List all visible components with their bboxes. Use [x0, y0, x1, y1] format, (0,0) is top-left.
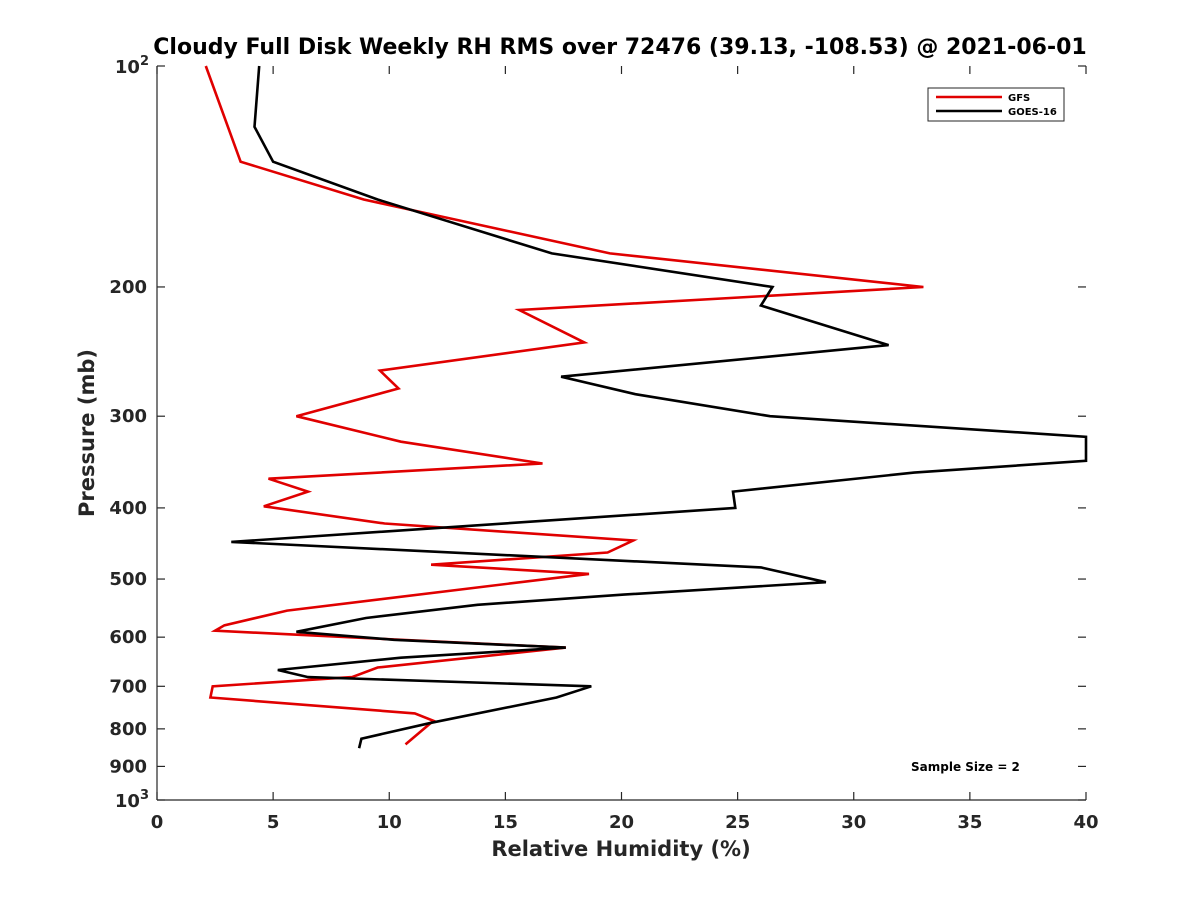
x-tick-label: 15	[493, 812, 518, 833]
y-axis-title: Pressure (mb)	[75, 349, 99, 517]
x-tick-label: 35	[957, 812, 982, 833]
series-layer	[204, 65, 1088, 749]
x-tick-label: 10	[377, 812, 402, 833]
legend: GFS GOES-16	[927, 87, 1065, 122]
y-tick-label: 600	[109, 627, 147, 648]
legend-label: GFS	[1008, 93, 1030, 104]
plot-area	[157, 66, 1086, 800]
x-tick-label: 30	[841, 812, 866, 833]
sample-size-annotation: Sample Size = 2	[911, 760, 1020, 774]
x-axis-title: Relative Humidity (%)	[491, 837, 750, 861]
x-tick-label: 25	[725, 812, 750, 833]
y-tick-label: 102	[115, 54, 149, 78]
x-tick-label: 20	[609, 812, 634, 833]
y-tick-label: 300	[109, 406, 147, 427]
y-tick-label: 200	[109, 277, 147, 298]
legend-box	[927, 87, 1065, 122]
y-tick-label: 400	[109, 498, 147, 519]
x-tick-label: 0	[151, 812, 164, 833]
x-tick-label: 5	[267, 812, 280, 833]
series-line-gfs	[204, 65, 924, 746]
y-ticks: 102 200 300 400 500 600 700 800 900 103	[109, 54, 1086, 812]
y-tick-label: 500	[109, 569, 147, 590]
chart-title: Cloudy Full Disk Weekly RH RMS over 7247…	[153, 35, 1086, 60]
y-tick-label: 103	[115, 788, 149, 812]
x-ticks: 0 5 10 15 20 25 30 35 40	[151, 66, 1099, 833]
y-tick-label: 800	[109, 719, 147, 740]
y-tick-label: 900	[109, 756, 147, 777]
y-tick-label: 700	[109, 676, 147, 697]
x-tick-label: 40	[1073, 812, 1098, 833]
series-line-goes-16	[231, 65, 1088, 749]
legend-label: GOES-16	[1008, 107, 1057, 118]
